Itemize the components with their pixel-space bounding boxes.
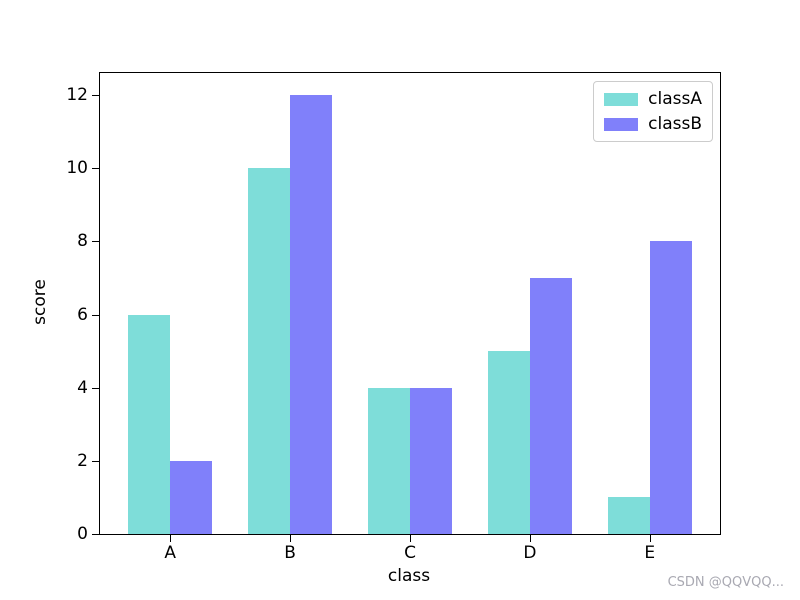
x-tick-label-B: B (284, 543, 296, 563)
x-tick-label-D: D (523, 543, 537, 563)
y-tick-label-2: 2 (77, 450, 88, 471)
y-tick-2 (92, 460, 99, 462)
bar-classA-C (368, 387, 410, 534)
y-tick-0 (92, 534, 99, 535)
bar-classA-D (487, 351, 530, 534)
y-tick-8 (92, 241, 99, 243)
legend-swatch-classA (604, 92, 639, 106)
y-tick-label-0: 0 (77, 524, 88, 544)
watermark: CSDN @QQVQQ... (667, 575, 784, 590)
bar-classA-B (248, 168, 291, 534)
legend-item-classB: classB (604, 114, 702, 134)
y-tick-label-8: 8 (77, 231, 88, 252)
y-tick-label-6: 6 (77, 304, 88, 325)
x-tick-C (410, 535, 411, 542)
x-axis-label: class (387, 566, 431, 586)
x-tick-label-A: A (164, 543, 177, 563)
bar-classB-E (649, 241, 692, 534)
legend-label-classB: classB (648, 114, 702, 134)
bar-classA-A (128, 314, 171, 534)
y-tick-label-12: 12 (66, 85, 88, 105)
legend: classA classB (593, 81, 713, 142)
y-tick-4 (92, 387, 99, 389)
y-tick-6 (92, 314, 99, 316)
legend-item-classA: classA (604, 89, 702, 109)
y-tick-label-10: 10 (66, 158, 88, 179)
y-tick-10 (92, 168, 99, 170)
bar-classB-D (529, 277, 572, 534)
x-tick-label-E: E (644, 543, 656, 563)
x-tick-D (529, 535, 531, 542)
x-tick-A (170, 535, 172, 542)
legend-swatch-classB (604, 117, 639, 131)
x-tick-label-C: C (404, 543, 416, 563)
plot-area: classA classB A B C D E 0 2 4 6 8 10 12 (66, 72, 721, 563)
bar-classB-B (290, 95, 333, 534)
y-tick-12 (92, 95, 99, 96)
bar-classA-E (607, 497, 650, 534)
bar-classB-A (170, 460, 213, 534)
y-axis-label: score (30, 279, 50, 325)
legend-label-classA: classA (648, 89, 702, 109)
bar-classB-C (410, 387, 452, 534)
y-tick-label-4: 4 (77, 377, 88, 398)
x-tick-B (290, 535, 292, 542)
x-tick-E (649, 535, 651, 542)
